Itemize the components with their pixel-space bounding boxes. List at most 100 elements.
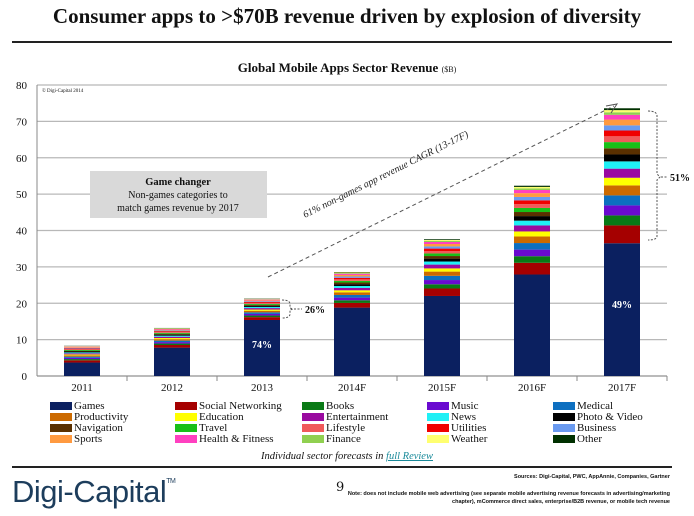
bar-segment-books [334,300,370,303]
legend-item: Utilities [427,422,486,434]
legend-swatch [50,402,72,411]
bar-segment-education [244,309,280,311]
bar-segment-music [604,205,640,216]
bracket-2013 [281,299,295,319]
footnote-text: Note: does not include mobile web advert… [347,491,670,505]
bar-segment-utilities [424,248,460,252]
non-games-share-2013: 26% [305,305,325,316]
bar-segment-health-fitness [244,299,280,301]
bar-segment-games [424,295,460,376]
legend-swatch [302,402,324,411]
y-tick-label: 20 [16,298,28,310]
legend-item: Business [553,422,616,434]
bar-segment-photo-video [424,258,460,262]
legend-label: Books [326,400,355,412]
legend-label: News [451,411,477,423]
bar-segment-news [244,306,280,309]
annotation-box-title: Game changer [145,177,211,188]
legend-swatch [427,435,449,444]
y-tick-label: 80 [16,80,28,92]
bar-segment-games [154,347,190,376]
y-tick-label: 70 [16,116,28,128]
forecast-text: Individual sector forecasts in [261,451,384,462]
bar-segment-photo-video [244,305,280,307]
bar-segment-sports [424,243,460,247]
forecast-note: Individual sector forecasts in full Revi… [0,451,694,462]
bar-segment-weather [334,272,370,274]
x-tick-label: 2013 [251,382,274,394]
bar-segment-finance [424,240,460,242]
bar-segment-productivity [334,292,370,295]
bar-segment-games [334,307,370,376]
legend-label: Sports [74,433,103,445]
legend-item: Finance [302,433,361,445]
legend-item: Weather [427,433,487,445]
bar-segment-games [244,319,280,376]
bar-segment-business [154,330,190,332]
legend-swatch [427,424,449,433]
y-tick-label: 30 [16,262,28,274]
annotation-box-line: match games revenue by 2017 [117,203,239,214]
copyright-text: © Digi-Capital 2014 [42,88,84,94]
bar-segment-productivity [244,310,280,313]
bar-segment-news [154,335,190,337]
bar-segment-utilities [604,130,640,137]
bar-segment-lifestyle [334,279,370,281]
bar-segment-productivity [424,271,460,276]
legend-label: Utilities [451,422,487,434]
x-tick-label: 2016F [518,382,546,394]
bar-segment-entertainment [244,308,280,310]
legend-swatch [50,435,72,444]
bar-segment-productivity [514,236,550,244]
bar-segment-travel [604,142,640,149]
legend-item: Sports [50,433,102,445]
bar-segment-navigation [334,282,370,285]
bar-segment-lifestyle [64,349,100,350]
full-review-link[interactable]: full Review [386,451,433,462]
bar-segment-travel [334,280,370,283]
bar-segment-lifestyle [424,251,460,254]
bar-segment-weather [514,186,550,189]
legend-label: Education [199,411,244,423]
bar-segment-social-networking [514,262,550,275]
bar-segment-medical [514,243,550,250]
legend-swatch [427,402,449,411]
bar-segment-news [424,261,460,265]
bar-segment-games [64,362,100,376]
bar-segment-other [514,185,550,187]
legend-swatch [553,435,575,444]
legend-item: Social Networking [175,400,282,412]
legend-swatch [553,402,575,411]
bar-segment-books [64,359,100,361]
bar-segment-music [64,357,100,360]
bar-segment-entertainment [64,353,100,355]
cagr-label: 61% non-games app revenue CAGR (13-17F) [301,129,470,221]
bar-segment-travel [64,349,100,351]
non-games-share-2017: 51% [670,173,690,184]
bar-segment-news [64,352,100,354]
legend-item: Other [553,433,602,445]
bar-segment-photo-video [64,351,100,353]
legend-label: Entertainment [326,411,389,423]
bar-segment-business [244,301,280,303]
slide-headline: Consumer apps to >$70B revenue driven by… [52,4,642,28]
legend-item: News [427,411,476,423]
annotation-box [90,171,267,218]
bar-segment-productivity [64,355,100,357]
legend-swatch [175,424,197,433]
bar-segment-business [334,276,370,278]
legend-item: Health & Fitness [175,433,274,445]
bar-segment-medical [424,275,460,281]
bar-segment-lifestyle [604,136,640,143]
legend-item: Games [50,400,105,412]
legend-label: Weather [451,433,488,445]
bar-segment-music [334,297,370,301]
bar-segment-games [604,243,640,376]
games-share-2017: 49% [612,300,632,311]
y-tick-label: 50 [16,189,28,201]
legend-swatch [553,424,575,433]
bar-segment-medical [154,340,190,343]
y-tick-label: 0 [22,371,28,383]
legend-item: Medical [553,400,613,412]
